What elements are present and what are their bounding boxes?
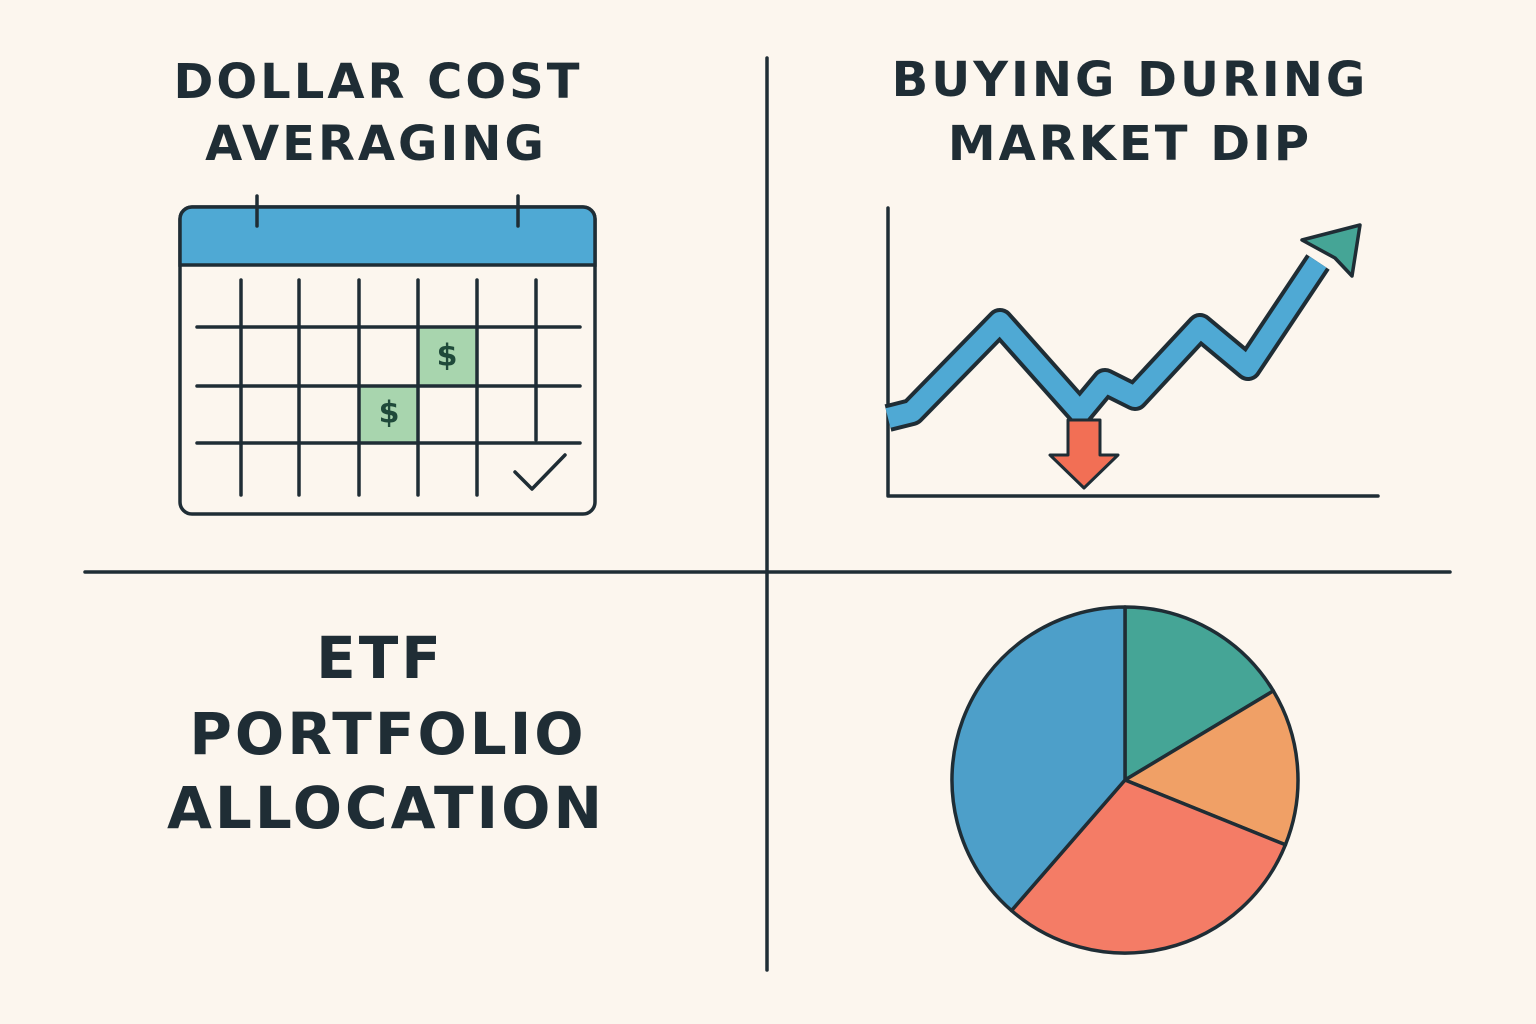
highlighted-day: [359, 386, 418, 443]
panel-title: MARKET DIP: [948, 116, 1312, 172]
dollar-mark: $: [437, 339, 458, 374]
checkmark: [513, 453, 567, 491]
pie-icon: [950, 605, 1300, 955]
chart-axes: [886, 206, 1380, 498]
pie-slice: [1123, 605, 1276, 782]
panel-title: PORTFOLIO: [189, 700, 586, 768]
market-chart-icon: [884, 206, 1380, 498]
panel-title: ETF: [316, 624, 444, 692]
panel-title: ALLOCATION: [167, 774, 605, 842]
calendar-grid: [195, 278, 582, 497]
pie-slice: [1009, 778, 1288, 955]
pie-slice: [950, 605, 1127, 913]
highlighted-day: [418, 327, 476, 386]
trend-arrowhead: [1300, 223, 1362, 278]
pie-slice: [1123, 689, 1300, 847]
calendar-header: [178, 205, 597, 267]
calendar-icon: $ $: [178, 194, 597, 516]
panel-title: DOLLAR COST: [174, 54, 583, 110]
dip-arrow: [1048, 418, 1120, 490]
panel-title: AVERAGING: [205, 116, 547, 172]
trend-line: [885, 256, 1327, 428]
dollar-mark: $: [379, 396, 400, 431]
panel-title: BUYING DURING: [892, 52, 1369, 108]
